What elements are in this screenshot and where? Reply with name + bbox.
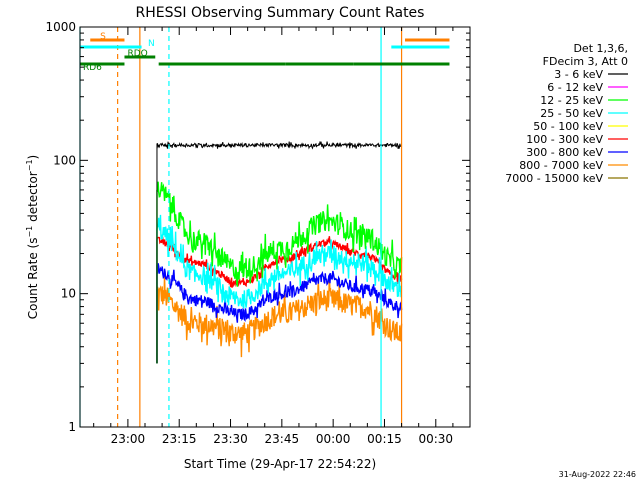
series-line-5 — [156, 274, 403, 364]
series-line-4 — [156, 263, 403, 364]
flag-bar-rd6-2 — [285, 62, 354, 66]
y-tick-label-1: 10 — [61, 287, 76, 301]
series-line-2 — [156, 214, 403, 364]
flag-bar-s-1 — [405, 38, 450, 42]
flag-bar-rd6-0 — [80, 62, 125, 66]
legend-label-1: 6 - 12 keV — [547, 81, 603, 94]
chart-title: RHESSI Observing Summary Count Rates — [136, 5, 425, 21]
legend-label-8: 7000 - 15000 keV — [505, 172, 603, 185]
flag-label-rdo: RDO — [127, 49, 147, 59]
y-tick-label-2: 100 — [53, 153, 76, 167]
y-tick-label-0: 1 — [68, 420, 76, 434]
y-tick-label-3: 1000 — [45, 20, 76, 34]
flag-label-n: N — [148, 39, 155, 49]
y-axis-label: Count Rate (s−1 detector−1) — [25, 155, 40, 319]
legend-label-7: 800 - 7000 keV — [519, 159, 603, 172]
series-line-1 — [156, 181, 403, 364]
x-tick-label-6: 00:30 — [418, 432, 453, 446]
legend-label-6: 300 - 800 keV — [526, 146, 603, 159]
y-axis-label-mid: detector — [26, 171, 40, 226]
footer-date: 31-Aug-2022 22:46 — [559, 470, 636, 479]
y-axis-label-end: ) — [26, 155, 40, 160]
series-line-0 — [156, 141, 402, 364]
flag-label-s: S — [100, 32, 106, 42]
x-tick-label-0: 23:00 — [111, 432, 146, 446]
plot-frame — [79, 26, 471, 428]
flag-bar-s-0 — [90, 38, 125, 42]
flag-bar-n-1 — [391, 45, 450, 49]
flag-bar-n-0 — [80, 45, 142, 49]
x-tick-label-3: 23:45 — [265, 432, 300, 446]
series-line-3 — [156, 236, 403, 364]
flag-bar-rdo-0 — [124, 55, 156, 59]
x-axis-label: Start Time (29-Apr-17 22:54:22) — [184, 457, 376, 471]
legend-header-line-2: FDecim 3, Att 0 — [543, 55, 628, 68]
flag-bar-rd6-3 — [353, 62, 450, 66]
x-tick-label-2: 23:30 — [213, 432, 248, 446]
x-tick-label-4: 00:00 — [316, 432, 351, 446]
y-axis-label-sup2: −1 — [25, 159, 34, 171]
flag-label-rd6: RD6 — [83, 63, 102, 73]
flag-bar-rd6-1 — [158, 62, 286, 66]
legend-header-line-1: Det 1,3,6, — [573, 42, 628, 55]
legend-label-0: 3 - 6 keV — [554, 68, 603, 81]
legend-label-4: 50 - 100 keV — [533, 120, 603, 133]
legend-label-3: 25 - 50 keV — [540, 107, 603, 120]
x-tick-label-5: 00:15 — [367, 432, 402, 446]
legend-label-5: 100 - 300 keV — [526, 133, 603, 146]
legend-label-2: 12 - 25 keV — [540, 94, 603, 107]
y-axis-label-main: Count Rate (s — [26, 238, 40, 320]
x-tick-label-1: 23:15 — [162, 432, 197, 446]
y-axis-label-sup1: −1 — [25, 226, 34, 238]
